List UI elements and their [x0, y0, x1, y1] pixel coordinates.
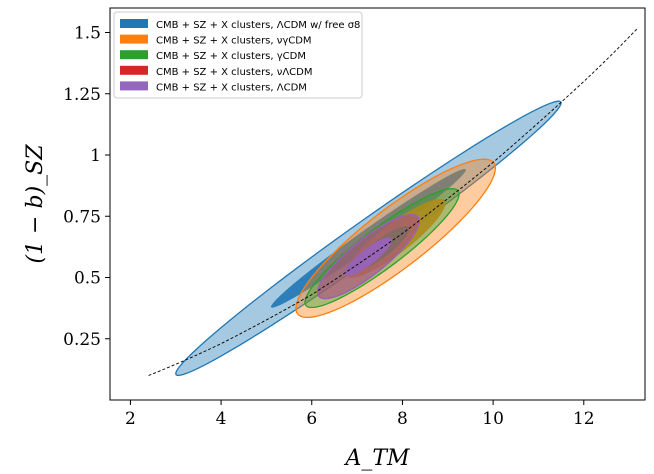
legend-swatch — [120, 50, 148, 60]
contour-inner-0 — [270, 168, 466, 308]
legend-swatch — [120, 65, 148, 75]
fit-curve-layer — [148, 27, 639, 376]
axis-ticks: 2 4 6 8 10 12 0.25 0.5 0.75 1 1.25 1.5 — [63, 24, 594, 430]
legend-entry: CMB + SZ + X clusters, γCDM — [156, 51, 306, 62]
y-tick-label: 1.5 — [74, 24, 101, 44]
plot-frame — [109, 7, 646, 401]
dashed-fit-curve — [148, 27, 639, 376]
legend-entry: CMB + SZ + X clusters, ΛCDM w/ free σ8 — [156, 20, 360, 31]
x-tick-label: 2 — [125, 409, 136, 429]
legend-swatch — [120, 34, 148, 44]
contour-regions — [175, 100, 562, 377]
legend-entry: CMB + SZ + X clusters, νΛCDM — [156, 67, 312, 78]
y-axis-label: (1 − b)_SZ — [23, 144, 48, 264]
legend: CMB + SZ + X clusters, ΛCDM w/ free σ8 CM… — [113, 11, 363, 99]
x-tick-label: 8 — [397, 409, 408, 429]
legend-entry: CMB + SZ + X clusters, νγCDM — [156, 36, 312, 47]
x-tick-label: 6 — [306, 409, 317, 429]
x-tick-label: 10 — [482, 409, 504, 429]
legend-swatch — [120, 81, 148, 91]
x-tick-label: 12 — [573, 409, 595, 429]
y-tick-label: 0.5 — [74, 269, 101, 289]
x-axis-label: A_TM — [343, 446, 410, 471]
y-tick-label: 0.25 — [63, 330, 101, 350]
y-tick-label: 1 — [90, 146, 101, 166]
y-tick-label: 1.25 — [63, 85, 101, 105]
contour-series-0 — [175, 100, 562, 377]
y-tick-label: 0.75 — [63, 207, 101, 227]
legend-swatch — [120, 19, 148, 28]
x-tick-label: 4 — [216, 409, 227, 429]
legend-entry: CMB + SZ + X clusters, ΛCDM — [156, 82, 307, 93]
legend-box — [113, 11, 363, 99]
